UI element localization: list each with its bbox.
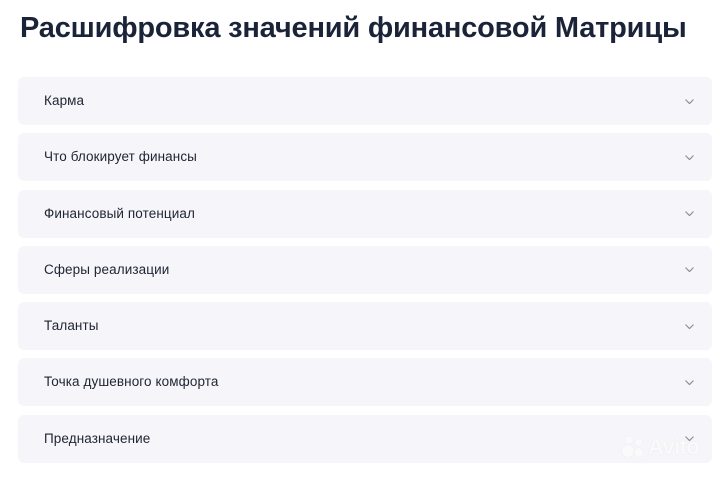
accordion-item-karma[interactable]: Карма bbox=[18, 77, 712, 125]
accordion-header[interactable]: Точка душевного комфорта bbox=[18, 358, 712, 406]
accordion-item-talents[interactable]: Таланты bbox=[18, 302, 712, 351]
accordion-item-point-of-comfort[interactable]: Точка душевного комфорта bbox=[18, 358, 712, 407]
accordion-item-label: Что блокирует финансы bbox=[44, 149, 197, 165]
accordion-header[interactable]: Финансовый потенциал bbox=[18, 190, 712, 238]
accordion-item-label: Сферы реализации bbox=[44, 261, 170, 277]
chevron-down-icon[interactable] bbox=[683, 207, 696, 220]
accordion-item-label: Финансовый потенциал bbox=[44, 205, 195, 221]
accordion-item-label: Точка душевного комфорта bbox=[44, 374, 219, 390]
accordion-header[interactable]: Сферы реализации bbox=[18, 246, 712, 294]
accordion-item-purpose[interactable]: Предназначение bbox=[18, 414, 712, 463]
accordion-item-what-blocks-finances[interactable]: Что блокирует финансы bbox=[18, 133, 712, 182]
chevron-down-icon[interactable] bbox=[683, 263, 696, 276]
accordion-list: Карма Что блокирует финансы bbox=[18, 77, 712, 471]
chevron-down-icon[interactable] bbox=[683, 151, 696, 164]
page-title: Расшифровка значений финансовой Матрицы bbox=[20, 12, 687, 44]
chevron-down-icon[interactable] bbox=[683, 95, 696, 108]
accordion-item-label: Карма bbox=[44, 93, 85, 108]
accordion-item-label: Предназначение bbox=[44, 430, 151, 446]
accordion-item-spheres-of-realization[interactable]: Сферы реализации bbox=[18, 245, 712, 294]
chevron-down-icon[interactable] bbox=[683, 432, 696, 445]
accordion-header[interactable]: Карма bbox=[18, 77, 712, 125]
accordion-header[interactable]: Предназначение bbox=[18, 415, 712, 463]
chevron-down-icon[interactable] bbox=[683, 320, 696, 333]
accordion-item-label: Таланты bbox=[44, 318, 99, 334]
accordion-header[interactable]: Таланты bbox=[18, 302, 712, 350]
chevron-down-icon[interactable] bbox=[683, 376, 696, 389]
accordion-item-financial-potential[interactable]: Финансовый потенциал bbox=[18, 189, 712, 238]
accordion-header[interactable]: Что блокирует финансы bbox=[18, 133, 712, 181]
